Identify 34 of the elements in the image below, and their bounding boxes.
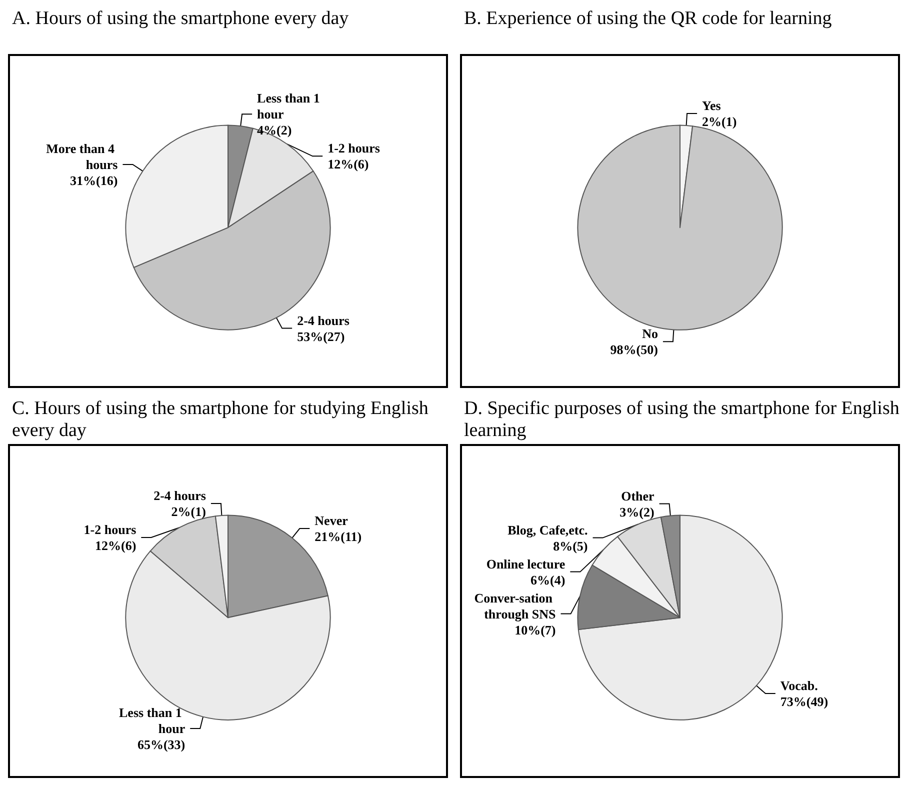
data-label: 65%(33) <box>137 736 186 752</box>
chart-title: C. Hours of using the smartphone for studying English every day <box>11 398 430 443</box>
chart-title: B. Experience of using the QR code for learning <box>463 8 833 31</box>
data-label: 12%(6) <box>94 538 136 554</box>
chart-title: A. Hours of using the smartphone every day <box>11 8 350 31</box>
data-label: 2%(1) <box>171 504 206 520</box>
slice-label: No <box>642 326 658 342</box>
data-label: 4%(2) <box>257 122 292 138</box>
slice-label: 2-4 hours <box>297 312 350 328</box>
slice-label: More than 4 hours <box>46 140 118 172</box>
slice-label: 2-4 hours <box>154 488 206 504</box>
slice-label: Less than 1 hour <box>257 90 324 122</box>
data-label: 98%(50) <box>610 342 658 358</box>
data-label: 10%(7) <box>514 622 556 638</box>
slice-label: Other <box>621 488 655 504</box>
slice-label: Less than 1 hour <box>119 704 186 736</box>
slice-label: Never <box>314 513 348 528</box>
slice-label: Conver-sation through SNS <box>474 590 556 622</box>
data-label: 6%(4) <box>530 572 566 588</box>
data-label: 2%(1) <box>702 114 737 130</box>
data-label: 8%(5) <box>553 538 588 554</box>
data-label: 21%(11) <box>314 529 362 544</box>
slice-label: 1-2 hours <box>84 522 136 538</box>
data-label: 53%(27) <box>297 328 345 344</box>
slice-label: Online lecture <box>486 556 566 572</box>
slice-label: Vocab. <box>780 678 818 694</box>
chart-title: D. Specific purposes of using the smartphone for English learning <box>463 398 900 443</box>
data-label: 12%(6) <box>328 156 369 172</box>
slice-label: Blog, Cafe,etc. <box>508 522 588 538</box>
data-label: 73%(49) <box>780 694 828 710</box>
slice-label: Yes <box>702 98 721 114</box>
data-label: 31%(16) <box>70 172 118 188</box>
data-label: 3%(2) <box>620 504 654 520</box>
slice-label: 1-2 hours <box>328 140 380 156</box>
